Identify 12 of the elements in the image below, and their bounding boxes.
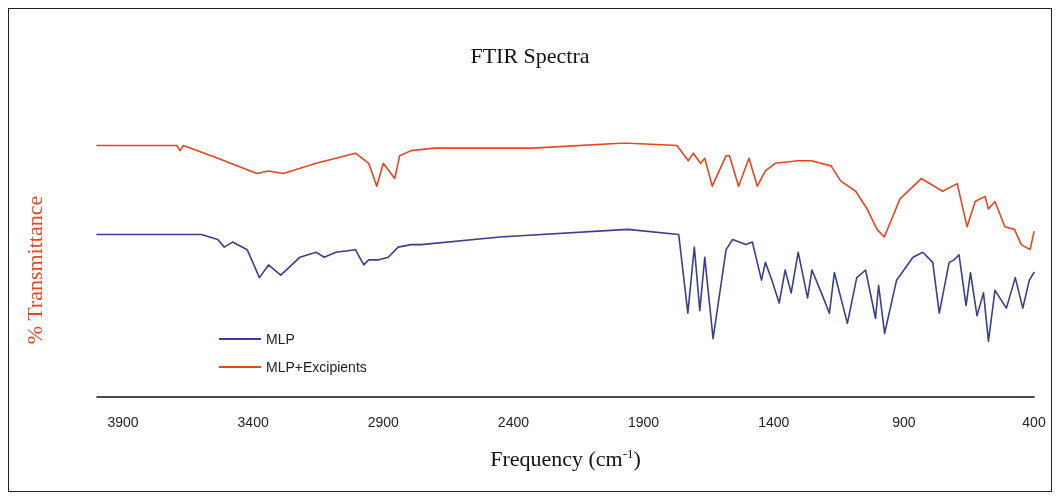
x-tick-label: 900	[892, 414, 916, 430]
x-tick-label: 1400	[758, 414, 790, 430]
x-tick-label: 1900	[628, 414, 660, 430]
x-tick-label: 3400	[237, 414, 269, 430]
y-axis-title: % Transmittance	[21, 195, 47, 345]
x-tick-label: 400	[1022, 414, 1046, 430]
legend-label: MLP	[266, 331, 295, 347]
x-tick-label: 2400	[497, 414, 530, 430]
x-tick-label: 3900	[107, 414, 139, 430]
x-tick-label: 2900	[367, 414, 400, 430]
chart-title: FTIR Spectra	[470, 42, 590, 68]
legend-label: MLP+Excipients	[266, 359, 367, 375]
